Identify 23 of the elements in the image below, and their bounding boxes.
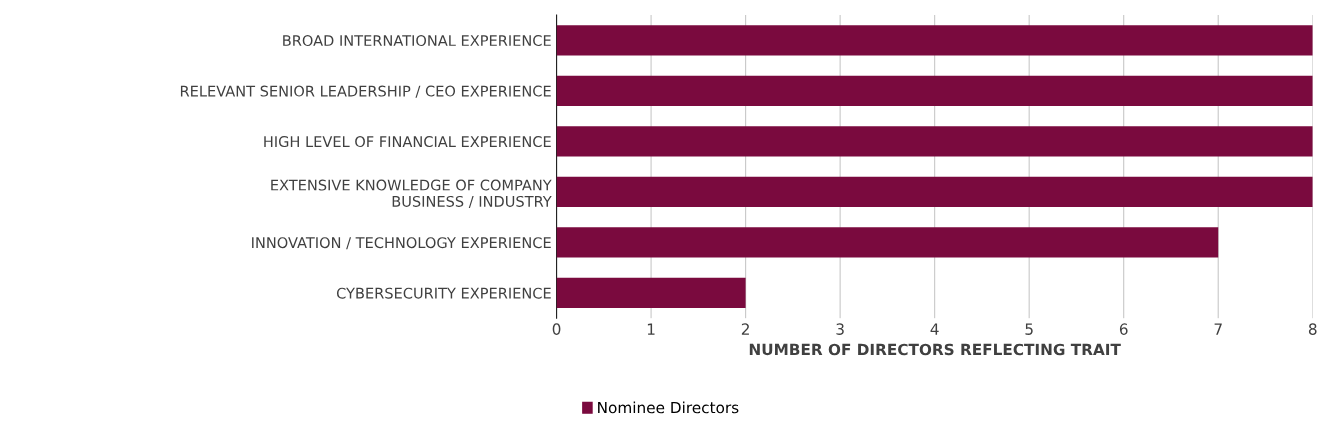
- bar: [556, 126, 1313, 157]
- y-tick-label: BROAD INTERNATIONAL EXPERIENCE: [283, 35, 551, 47]
- x-tick-label: 3: [836, 323, 844, 335]
- bar: [556, 227, 1219, 258]
- x-tick-label: 4: [930, 323, 939, 335]
- y-tick-label: HIGH LEVEL OF FINANCIAL EXPERIENCE: [264, 136, 551, 148]
- legend-label: Nominee Directors: [598, 401, 739, 414]
- bar: [556, 75, 1313, 106]
- x-tick-label: 8: [1308, 323, 1317, 335]
- x-tick-label: 7: [1214, 323, 1222, 335]
- bar: [556, 176, 1313, 208]
- x-tick-label: 2: [741, 323, 749, 335]
- x-tick-label: 5: [1025, 323, 1033, 335]
- y-tick-label: RELEVANT SENIOR LEADERSHIP / CEO EXPERIENCE: [180, 85, 551, 98]
- x-tick-label: 0: [552, 323, 561, 335]
- bar: [556, 277, 746, 309]
- y-tick-label: CYBERSECURITY EXPERIENCE: [336, 287, 551, 299]
- x-tick-label: 6: [1119, 323, 1128, 335]
- x-axis-title: NUMBER OF DIRECTORS REFLECTING TRAIT: [749, 343, 1121, 356]
- x-tick-label: 1: [647, 323, 655, 335]
- y-tick-label: EXTENSIVE KNOWLEDGE OF COMPANY BUSINESS / INDUSTRY: [271, 179, 552, 209]
- bar: [556, 25, 1313, 56]
- y-tick-label: INNOVATION / TECHNOLOGY EXPERIENCE: [252, 237, 551, 250]
